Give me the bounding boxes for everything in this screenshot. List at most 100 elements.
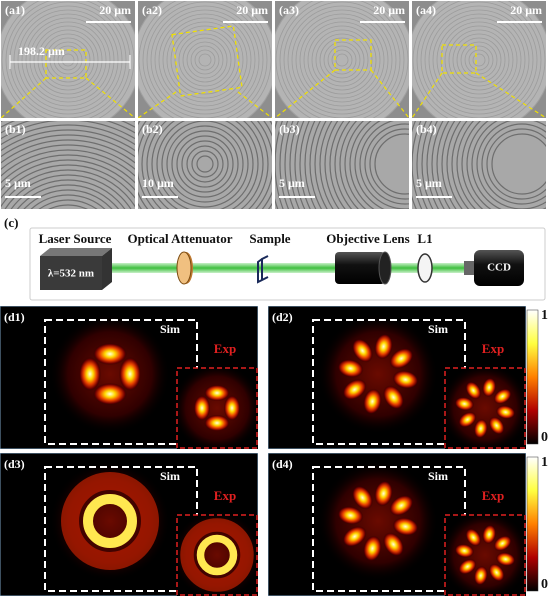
glow — [440, 510, 526, 596]
zone-ring — [464, 45, 494, 75]
zone-ring — [472, 53, 486, 67]
ring — [196, 534, 238, 576]
zone-ring — [416, 1, 542, 118]
zone-ring — [334, 121, 353, 209]
zone-ring — [182, 37, 228, 83]
panel-label: (a1) — [5, 3, 25, 17]
lobe — [392, 517, 419, 536]
lobe — [119, 357, 141, 391]
pattern-panel: Sim Exp (d3) — [0, 453, 258, 596]
colorbar — [526, 309, 539, 445]
glow — [172, 363, 258, 449]
lens-disk — [412, 1, 546, 118]
exp-label: Exp — [482, 341, 504, 356]
sim-label: Sim — [160, 469, 180, 483]
lobe — [458, 411, 477, 428]
exp-label: Exp — [214, 341, 236, 356]
zone-ring — [289, 121, 300, 209]
zone-ring — [461, 121, 484, 209]
zone-ring — [198, 53, 212, 67]
zone-ring — [181, 140, 229, 188]
zone-ring — [416, 121, 428, 209]
zone-ring — [476, 121, 546, 209]
panel-label: (a2) — [142, 3, 162, 17]
zone-ring — [1, 139, 135, 164]
zone-ring — [309, 121, 323, 209]
zone-ring — [174, 29, 236, 91]
lens-disk — [138, 1, 272, 118]
zone-ring — [369, 128, 409, 200]
zone-ring — [364, 123, 409, 205]
lobe — [389, 495, 414, 516]
pattern-panel: Sim Exp (d4) — [268, 453, 526, 596]
halo — [180, 518, 254, 592]
lobe — [458, 558, 477, 575]
zone-ring — [41, 33, 95, 87]
exp-label: Exp — [482, 488, 504, 503]
zone-ring — [283, 1, 401, 118]
zone-ring — [37, 29, 99, 91]
zone-ring — [178, 33, 232, 87]
lobe — [223, 395, 241, 421]
halo — [61, 472, 159, 570]
zone-ring — [491, 133, 546, 195]
zone-ring — [158, 13, 252, 107]
panel-label: (b2) — [142, 122, 163, 136]
zone-ring — [359, 121, 409, 209]
pattern-panel: Sim Exp (d2) — [268, 306, 526, 449]
zone-ring — [456, 121, 476, 209]
ccd-body — [474, 250, 524, 286]
laser-beam — [100, 263, 472, 273]
zone-ring — [1, 154, 135, 184]
zone-ring — [315, 33, 369, 87]
lobe — [482, 377, 497, 398]
laser-top — [40, 248, 112, 256]
component-label: Optical Attenuator — [127, 231, 232, 246]
zone-ring — [33, 25, 103, 95]
ring — [83, 494, 137, 548]
zone-ring — [329, 121, 346, 209]
lobe — [495, 405, 516, 420]
zone-ring — [303, 21, 381, 99]
zone-ring — [279, 121, 290, 209]
zone-ring — [456, 37, 502, 83]
zoom-line — [1, 77, 47, 118]
lobe — [374, 333, 393, 360]
laser-box — [40, 256, 102, 290]
panel-label: (c) — [4, 215, 18, 230]
lobe — [79, 357, 101, 391]
lobe — [93, 383, 127, 405]
zone-ring — [196, 155, 214, 173]
scale-label: 5 μm — [279, 176, 305, 190]
zone-ring — [460, 41, 498, 79]
zone-ring — [1, 134, 135, 158]
ccd-mount — [464, 261, 474, 275]
zone-ring — [151, 121, 259, 209]
panel-label: (d2) — [272, 310, 293, 324]
zoom-line — [138, 91, 177, 118]
zoom-box — [45, 49, 87, 79]
objective-body — [335, 252, 385, 284]
zone-ring — [154, 9, 256, 111]
zone-ring — [319, 37, 365, 83]
zone-ring — [374, 133, 409, 195]
sem-zoom-panel: (b2) 10 μm — [138, 121, 272, 209]
lobe — [204, 384, 230, 402]
zoom-line — [237, 91, 272, 118]
zone-ring — [176, 135, 234, 193]
zone-ring — [186, 41, 224, 79]
zone-ring — [441, 121, 457, 209]
zone-ring — [1, 144, 135, 170]
zone-ring — [171, 130, 239, 198]
lobe — [93, 343, 127, 365]
zone-ring — [304, 121, 317, 209]
lobe — [392, 370, 419, 389]
zoom-line — [275, 69, 336, 118]
zone-ring — [141, 121, 269, 209]
zone-ring — [279, 1, 405, 118]
zoom-box — [441, 44, 477, 74]
panel-label: (b3) — [279, 122, 300, 136]
zoom-line — [370, 69, 409, 118]
zone-ring — [426, 121, 440, 209]
